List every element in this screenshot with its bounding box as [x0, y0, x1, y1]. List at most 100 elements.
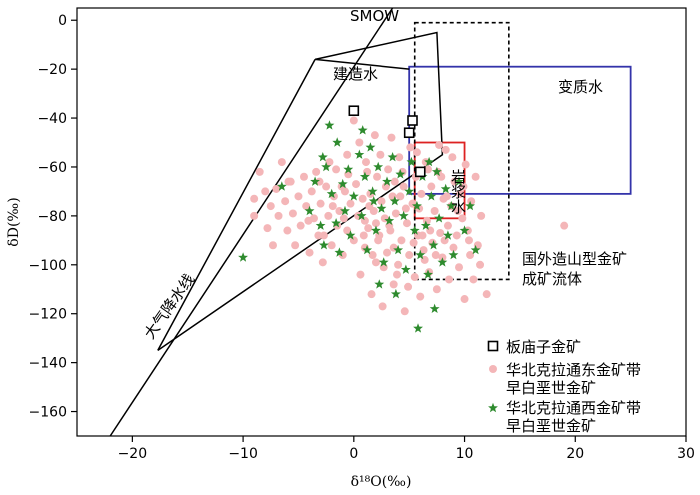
east-belt-point — [370, 131, 379, 140]
east-belt-point — [339, 214, 348, 223]
west-belt-point — [384, 215, 395, 225]
foreign-fluid-box — [413, 21, 510, 281]
east-belt-point — [477, 211, 486, 220]
y-axis-title: δD(‰) — [6, 197, 22, 246]
meteoric-water-line — [109, 7, 394, 437]
y-tick-label: −20 — [37, 62, 67, 78]
banmiaozi-point — [407, 115, 418, 126]
west-belt-point — [304, 205, 315, 216]
west-belt-point — [412, 200, 422, 211]
west-belt-point — [310, 176, 320, 186]
east-belt-point — [436, 229, 445, 238]
east-belt-point — [412, 148, 421, 157]
east-belt-point — [327, 241, 336, 250]
legend-label-west-1: 华北克拉通西金矿带 — [506, 399, 641, 417]
west-belt-point — [374, 279, 385, 289]
east-belt-point — [384, 165, 393, 174]
east-belt-point — [443, 221, 452, 230]
east-belt-point — [250, 194, 259, 203]
west-belt-point — [400, 264, 411, 274]
west-belt-point — [437, 257, 448, 267]
west-belt-point — [434, 213, 444, 223]
east-belt-point — [355, 138, 364, 147]
east-belt-point — [288, 209, 297, 218]
west-belt-point — [362, 244, 373, 255]
legend-markers — [487, 340, 499, 413]
legend-marker-west — [488, 402, 498, 413]
west-belt-point — [431, 166, 442, 177]
east-belt-point — [319, 231, 328, 240]
east-belt-point — [314, 231, 323, 240]
east-belt-point — [358, 194, 367, 203]
west-belt-point — [343, 164, 354, 174]
east-belt-point — [307, 187, 316, 196]
east-belt-point — [404, 282, 413, 291]
east-belt-point — [390, 177, 399, 186]
east-belt-point — [441, 145, 450, 154]
west-belt-point — [365, 142, 376, 152]
west-belt-point — [321, 161, 332, 172]
east-belt-point — [294, 192, 303, 201]
east-belt-point — [442, 192, 451, 201]
east-belt-point — [373, 172, 382, 181]
west-belt-point — [315, 220, 326, 230]
east-belt-point — [401, 204, 410, 213]
banmiaozi-point — [403, 127, 415, 139]
points-layer — [238, 105, 569, 333]
axes-layer: −20 −10 0 10 20 300−20−40−60−80−100−120−140−1… — [29, 13, 695, 462]
east-belt-point — [383, 248, 392, 257]
east-belt-point — [419, 246, 428, 255]
east-belt-point — [325, 158, 334, 167]
west-belt-point — [404, 186, 415, 196]
west-belt-point — [276, 181, 287, 191]
east-belt-point — [283, 226, 292, 235]
east-belt-point — [381, 182, 390, 191]
east-belt-point — [452, 231, 461, 240]
west-belt-point — [334, 247, 345, 257]
east-belt-point — [343, 150, 352, 159]
east-belt-point — [266, 202, 275, 211]
x-tick-label: 0 — [349, 446, 358, 462]
meteoric-water-line-label: 大气降水线 — [141, 271, 199, 343]
west-belt-point — [371, 225, 381, 235]
east-belt-point — [430, 206, 439, 215]
east-belt-point — [284, 177, 293, 186]
west-belt-point — [359, 171, 370, 181]
east-belt-point — [368, 251, 377, 260]
east-belt-point — [461, 160, 470, 169]
east-belt-point — [399, 182, 408, 191]
west-belt-point — [470, 244, 481, 255]
west-belt-point — [393, 244, 404, 255]
east-belt-point — [335, 206, 344, 215]
legend: 板庙子金矿 华北克拉通东金矿带 早白垩世金矿 华北克拉通西金矿带 早白垩世金矿 — [487, 338, 641, 435]
east-belt-point — [397, 236, 406, 245]
west-belt-point — [324, 120, 335, 130]
east-belt-point — [324, 211, 333, 220]
west-belt-point — [326, 188, 337, 199]
west-belt-point — [317, 152, 328, 162]
x-tick-label: −20 — [118, 446, 148, 462]
y-tick-label: −120 — [29, 307, 67, 323]
formation-water-tie — [315, 58, 410, 70]
east-belt-point — [291, 241, 300, 250]
east-belt-point — [456, 189, 465, 198]
east-belt-point — [261, 187, 270, 196]
smow-line — [157, 31, 444, 352]
east-belt-point — [466, 251, 475, 260]
west-belt-point — [337, 178, 348, 189]
east-belt-point — [427, 182, 436, 191]
east-belt-point — [332, 165, 341, 174]
west-belt-point — [448, 249, 459, 260]
east-belt-point — [471, 172, 480, 181]
east-belt-point — [304, 216, 313, 225]
east-belt-point — [410, 273, 419, 282]
east-belt-point — [467, 197, 476, 206]
y-tick-label: −160 — [29, 405, 67, 421]
east-belt-point — [274, 211, 283, 220]
y-tick-label: 0 — [58, 13, 67, 29]
west-belt-point — [415, 249, 426, 260]
east-belt-point — [378, 302, 387, 311]
east-belt-point — [371, 258, 380, 267]
y-tick-label: −100 — [29, 258, 67, 274]
y-tick-label: −40 — [37, 111, 67, 127]
